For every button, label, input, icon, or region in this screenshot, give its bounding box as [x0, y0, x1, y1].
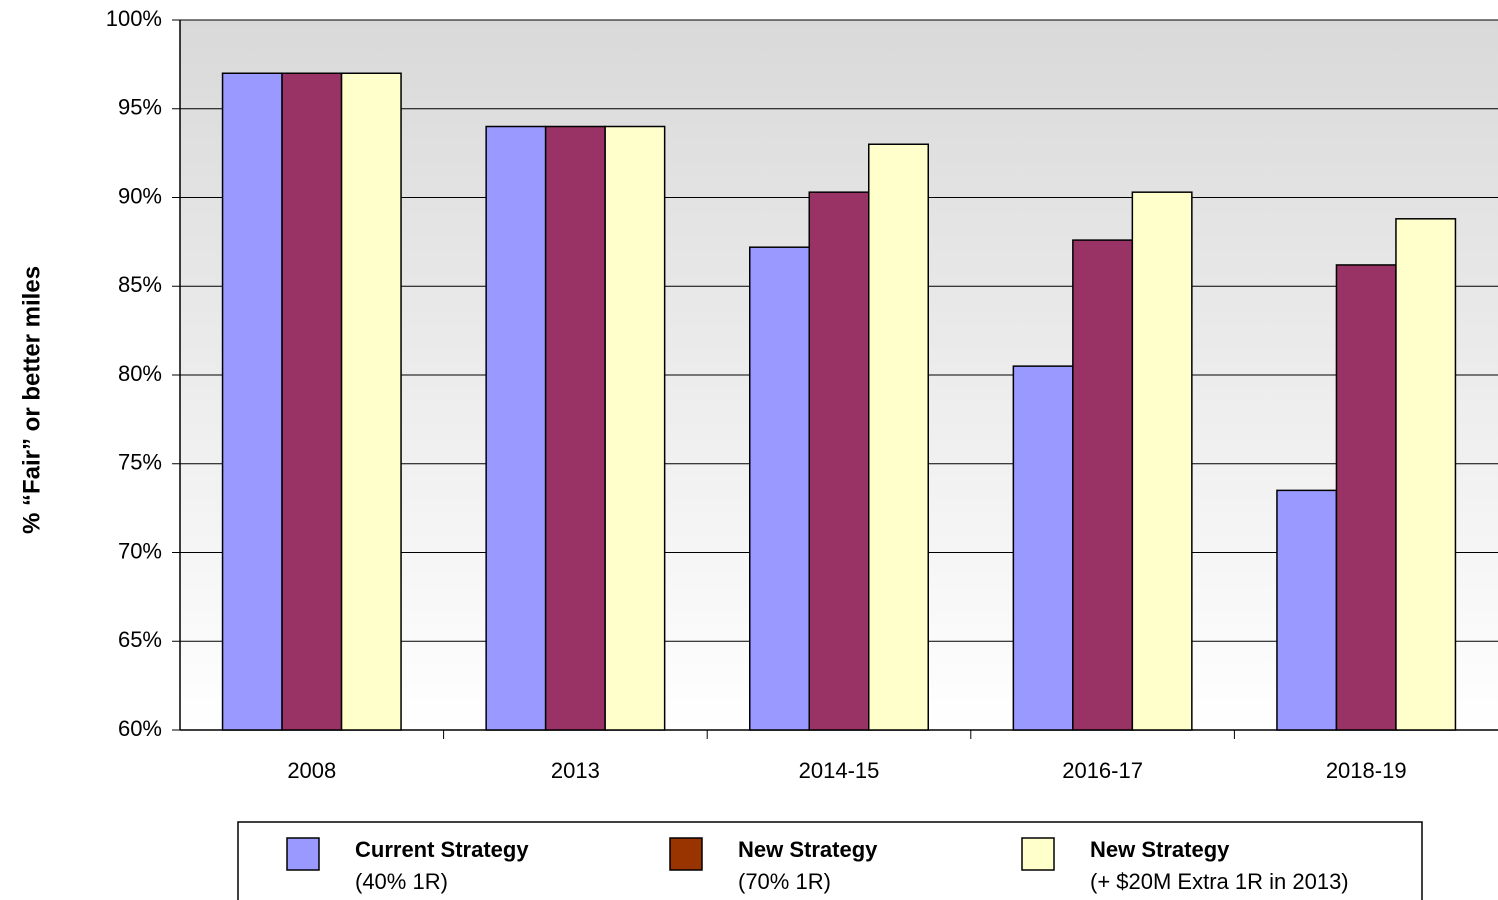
bar — [1072, 239, 1134, 731]
y-tick-label: 100% — [106, 6, 162, 31]
bar — [749, 246, 810, 731]
y-tick-label: 95% — [118, 95, 162, 120]
bar — [1335, 264, 1397, 731]
bar — [1012, 365, 1074, 731]
y-tick-label: 65% — [118, 627, 162, 652]
legend-label: New Strategy — [1090, 837, 1230, 862]
y-tick-label: 85% — [118, 272, 162, 297]
x-tick-label: 2013 — [551, 758, 600, 783]
y-tick-label: 60% — [118, 716, 162, 741]
bar — [1395, 218, 1457, 731]
legend-description: (70% 1R) — [738, 869, 831, 894]
bar — [1131, 191, 1193, 731]
legend-label: New Strategy — [738, 837, 878, 862]
y-tick-label: 90% — [118, 183, 162, 208]
bar — [281, 72, 343, 731]
y-tick-label: 75% — [118, 450, 162, 475]
y-tick-label: 80% — [118, 361, 162, 386]
x-tick-label: 2008 — [287, 758, 336, 783]
bar — [1276, 489, 1338, 731]
y-tick-label: 70% — [118, 538, 162, 563]
legend-swatch — [1021, 837, 1055, 871]
x-tick-label: 2014-15 — [799, 758, 880, 783]
legend-label: Current Strategy — [355, 837, 529, 862]
legend-description: (40% 1R) — [355, 869, 448, 894]
legend — [237, 821, 1423, 900]
x-tick-label: 2016-17 — [1062, 758, 1143, 783]
y-axis-label: % “Fair” or better miles — [18, 266, 45, 534]
bar — [808, 191, 870, 731]
bar — [221, 72, 283, 731]
bar — [604, 125, 666, 731]
legend-swatch — [286, 837, 320, 871]
bar — [485, 125, 547, 731]
bar — [544, 125, 606, 731]
bar — [340, 72, 402, 731]
x-tick-label: 2018-19 — [1326, 758, 1407, 783]
bar — [868, 143, 929, 731]
legend-swatch — [669, 837, 703, 871]
legend-description: (+ $20M Extra 1R in 2013) — [1090, 869, 1349, 894]
